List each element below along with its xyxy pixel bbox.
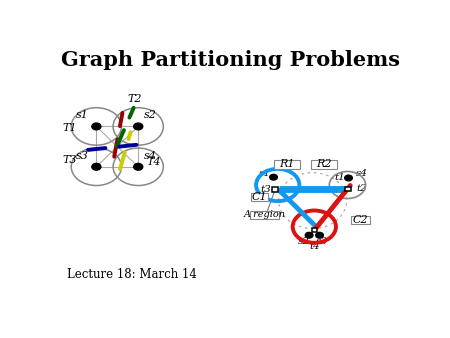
Circle shape (345, 175, 352, 181)
Circle shape (316, 232, 324, 238)
Text: t3: t3 (260, 185, 271, 194)
Circle shape (134, 123, 143, 130)
Text: s3: s3 (316, 237, 328, 246)
Text: R2: R2 (316, 159, 332, 169)
Text: s1: s1 (259, 169, 271, 178)
Circle shape (92, 123, 101, 130)
Text: s4: s4 (144, 151, 157, 161)
Text: s3: s3 (76, 151, 89, 161)
Bar (274, 160, 301, 169)
Bar (273, 187, 278, 192)
Bar (311, 160, 337, 169)
Circle shape (305, 232, 313, 238)
Text: T3: T3 (62, 155, 77, 165)
Text: s4: s4 (356, 169, 368, 178)
Circle shape (92, 163, 101, 170)
Text: t4: t4 (309, 242, 320, 251)
Text: T2: T2 (128, 94, 142, 104)
Bar (351, 216, 370, 224)
Circle shape (270, 174, 277, 180)
Text: t1: t1 (334, 173, 345, 183)
Text: Graph Partitioning Problems: Graph Partitioning Problems (61, 50, 400, 70)
Text: Lecture 18: March 14: Lecture 18: March 14 (67, 268, 197, 281)
Circle shape (134, 163, 143, 170)
Text: s2: s2 (144, 110, 157, 120)
Text: s1: s1 (76, 110, 89, 120)
Text: T4: T4 (147, 156, 162, 167)
Bar (345, 187, 351, 191)
Bar (311, 228, 317, 232)
Text: t2: t2 (356, 185, 367, 193)
Text: A region: A region (243, 210, 285, 219)
Bar (251, 193, 268, 201)
Text: R1: R1 (279, 159, 295, 169)
Text: C2: C2 (353, 215, 369, 225)
Text: T1: T1 (62, 123, 77, 133)
Text: s2: s2 (298, 237, 310, 246)
Text: C1: C1 (252, 192, 267, 202)
Bar (250, 211, 279, 219)
